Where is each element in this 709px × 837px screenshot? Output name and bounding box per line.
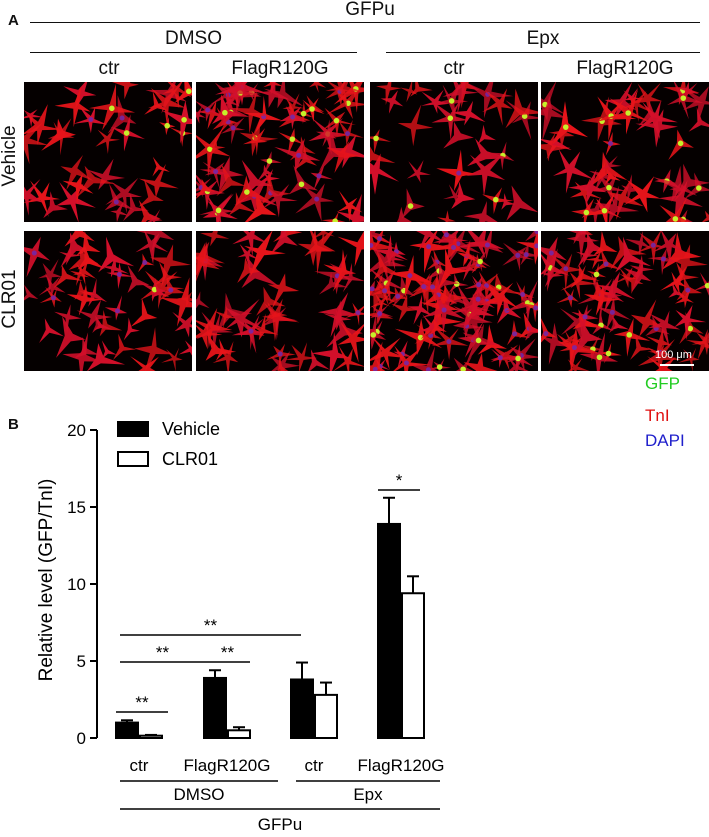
panel-a-letter: A (8, 12, 19, 29)
col-label-epx-ctr: ctr (443, 58, 465, 79)
y-tick-label: 10 (67, 575, 86, 594)
x-tick-label: ctr (305, 756, 324, 775)
significance-label: ** (221, 643, 235, 662)
significance-label: * (396, 471, 403, 490)
x-tick-label: FlagR120G (358, 756, 445, 775)
micrograph-clr01-epx-flagr120g (541, 231, 709, 371)
bar-vehicle-3 (377, 522, 401, 739)
x-tick-label: ctr (130, 756, 149, 775)
epx-header: Epx (526, 28, 560, 49)
stain-legend-dapi: DAPI (645, 431, 685, 450)
y-tick-label: 15 (67, 498, 86, 517)
legend-swatch-clr01 (117, 451, 149, 467)
x-group-label-dmso: DMSO (174, 785, 225, 804)
y-tick-label: 5 (77, 652, 86, 671)
bar-vehicle-0 (115, 721, 139, 739)
scale-bar (660, 364, 694, 366)
x-tick-label: FlagR120G (184, 756, 271, 775)
scale-bar-label: 100 μm (655, 349, 692, 361)
micrograph-clr01-dmso-ctr (24, 231, 192, 371)
dmso-header: DMSO (165, 28, 222, 49)
panel-b-letter: B (8, 416, 19, 433)
gfpu-header-line (30, 22, 700, 23)
bar-clr01-3 (401, 592, 425, 739)
micrograph-vehicle-epx-ctr (370, 82, 538, 222)
significance-label: ** (204, 616, 218, 635)
gfpu-header: GFPu (345, 0, 395, 20)
micrograph-vehicle-dmso-ctr (24, 82, 192, 222)
dmso-header-line (30, 52, 357, 53)
bar-vehicle-1 (203, 676, 227, 740)
micrograph-clr01-dmso-flagr120g (196, 231, 364, 371)
legend-label-clr01: CLR01 (162, 449, 218, 469)
stain-legend-tni: TnI (645, 406, 670, 425)
stain-legend-gfp: GFP (645, 374, 680, 393)
bar-clr01-0 (139, 734, 163, 740)
epx-header-line (386, 52, 700, 53)
bar-vehicle-2 (290, 678, 314, 739)
micrograph-vehicle-epx-flagr120g (541, 82, 709, 222)
col-label-dmso-ctr: ctr (98, 58, 120, 79)
y-tick-label: 20 (67, 421, 86, 440)
y-tick-label: 0 (77, 729, 86, 748)
col-label-dmso-flagr120g: FlagR120G (231, 58, 329, 79)
legend-label-vehicle: Vehicle (162, 419, 220, 439)
micrograph-clr01-epx-ctr (370, 231, 538, 371)
significance-label: ** (135, 693, 149, 712)
bar-clr01-2 (314, 693, 338, 740)
y-axis-label: Relative level (GFP/TnI) (36, 479, 57, 682)
legend-swatch-vehicle (117, 421, 149, 437)
x-outer-label-gfpu: GFPu (258, 815, 302, 834)
micrograph-vehicle-dmso-flagr120g (196, 82, 364, 222)
bar-clr01-1 (227, 729, 251, 739)
x-group-label-epx: Epx (353, 785, 383, 804)
col-label-epx-flagr120g: FlagR120G (576, 58, 674, 79)
significance-label: ** (156, 643, 170, 662)
